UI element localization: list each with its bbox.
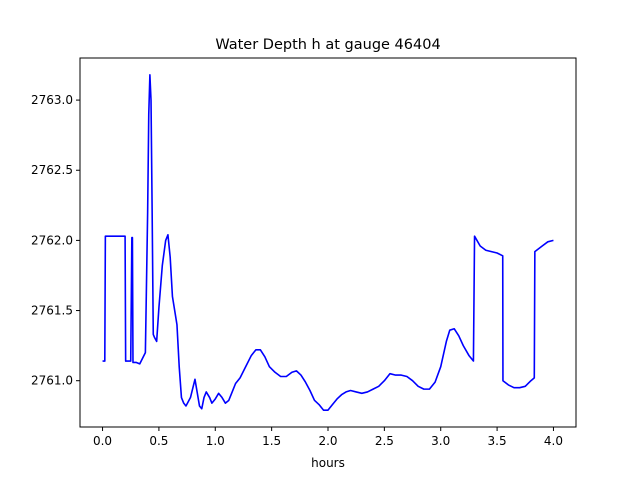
x-tick-label: 3.0: [431, 434, 450, 448]
y-tick-label: 2762.5: [31, 163, 73, 177]
x-tick-label: 2.5: [375, 434, 394, 448]
x-tick-label: 2.0: [318, 434, 337, 448]
x-tick-label: 0.5: [149, 434, 168, 448]
x-tick-label: 1.0: [206, 434, 225, 448]
chart-title: Water Depth h at gauge 46404: [215, 37, 440, 53]
plot-area: [102, 74, 554, 411]
x-tick-label: 4.0: [544, 434, 563, 448]
y-tick-label: 2762.0: [31, 233, 73, 247]
series-line-0: [102, 74, 554, 411]
y-tick-label: 2761.5: [31, 304, 73, 318]
axes: 0.0 0.5 1.0 1.5 2.0 2.5 3.0 3.5 4.0 2761.0 2761.5 2…: [31, 57, 577, 448]
x-axis-title: hours: [311, 456, 345, 470]
y-tick-label: 2763.0: [31, 93, 73, 107]
y-tick-label: 2761.0: [31, 374, 73, 388]
x-tick-label: 3.5: [488, 434, 507, 448]
x-tick-label: 0.0: [93, 434, 112, 448]
x-tick-label: 1.5: [262, 434, 281, 448]
